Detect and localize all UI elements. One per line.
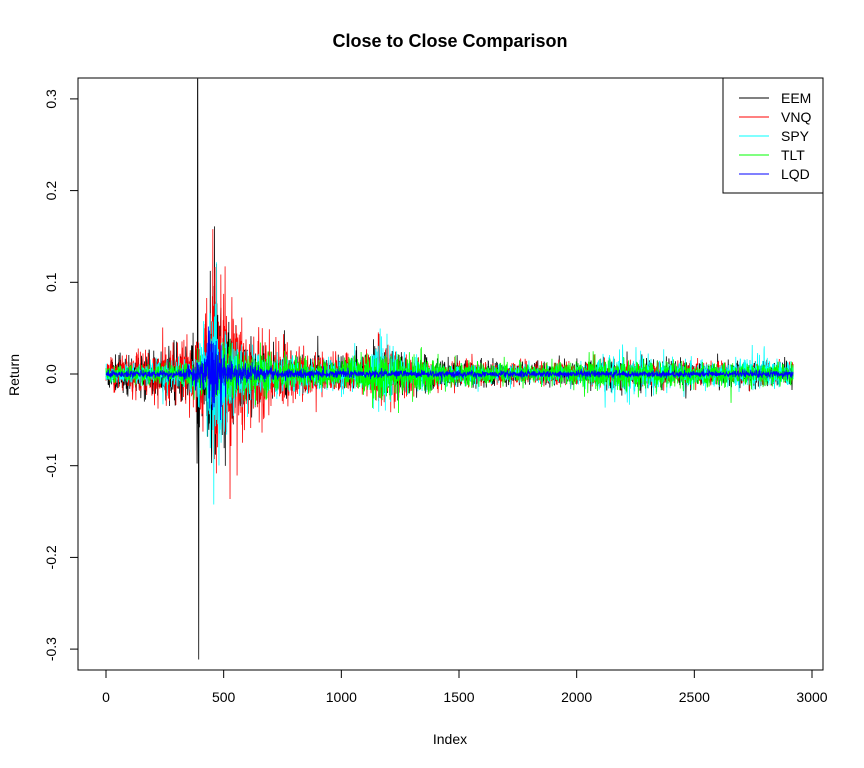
y-axis-label: Return (6, 354, 22, 396)
legend-label-tlt: TLT (781, 147, 805, 163)
y-tick-label: -0.2 (43, 545, 59, 569)
x-axis-label: Index (433, 731, 467, 747)
x-tick-label: 500 (212, 689, 236, 705)
y-tick-label: 0.3 (43, 89, 59, 109)
y-tick-label: 0.0 (43, 364, 59, 384)
y-tick-label: -0.1 (43, 453, 59, 477)
x-tick-label: 3000 (796, 689, 827, 705)
legend-label-eem: EEM (781, 90, 811, 106)
y-tick-label: 0.1 (43, 272, 59, 292)
x-tick-label: 1000 (326, 689, 357, 705)
series-layer (105, 78, 794, 660)
legend-label-spy: SPY (781, 128, 810, 144)
y-axis: -0.3 -0.2 -0.1 0.0 0.1 0.2 0.3 (43, 89, 79, 661)
y-tick-label: -0.3 (43, 637, 59, 661)
x-tick-label: 0 (102, 689, 110, 705)
x-axis: 0 500 1000 1500 2000 2500 3000 (102, 669, 828, 705)
legend: EEM VNQ SPY TLT LQD (722, 77, 824, 194)
legend-label-vnq: VNQ (781, 109, 811, 125)
x-tick-label: 2000 (561, 689, 592, 705)
y-tick-label: 0.2 (43, 181, 59, 201)
x-tick-label: 2500 (679, 689, 710, 705)
legend-label-lqd: LQD (781, 166, 810, 182)
series-line-lqd (105, 326, 794, 420)
chart-title: Close to Close Comparison (332, 31, 567, 51)
x-tick-label: 1500 (443, 689, 474, 705)
